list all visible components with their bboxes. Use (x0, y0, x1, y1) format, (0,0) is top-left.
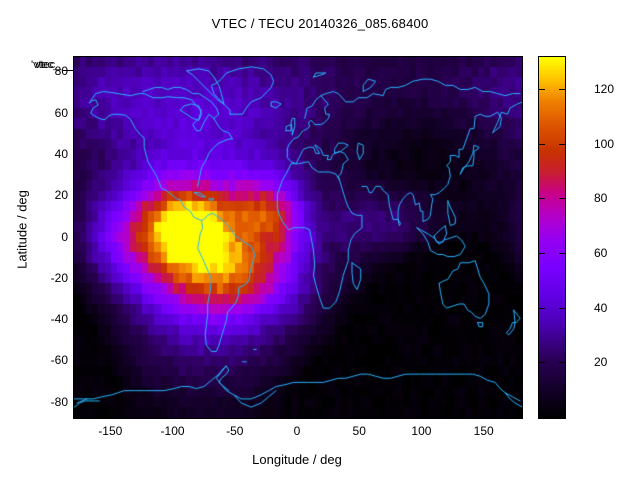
y-axis-tick-neg20: -20 (50, 270, 68, 285)
series-key-label: 'vtec_ vtec_ (31, 59, 62, 71)
x-axis-tick-0: 0 (293, 424, 301, 438)
x-axis-tick-100: 100 (411, 424, 432, 438)
colorbar-tick-80: 80 (594, 191, 608, 206)
y-axis-tick-60: 60 (54, 105, 68, 120)
x-axis-tick-neg150: -150 (98, 424, 123, 438)
colorbar-gradient (539, 57, 565, 418)
y-axis-tick-0: 0 (61, 229, 68, 244)
y-axis-tick-neg40: -40 (50, 312, 68, 326)
x-axis-title: Longitude / deg (252, 452, 342, 467)
y-axis-tick-20: 20 (54, 188, 68, 203)
colorbar-tickmark-right-100 (559, 143, 565, 145)
colorbar-tickmark-left-60 (539, 252, 545, 254)
colorbar-tick-labels: 120 100 80 60 40 20 (530, 0, 640, 480)
colorbar-tickmark-left-40 (539, 307, 545, 309)
y-axis-tick-40: 40 (54, 146, 68, 161)
x-axis-tick-neg50: -50 (226, 424, 244, 438)
y-axis-tick-labels: 80 60 40 20 0 -20 -40 -60 -80 (24, 0, 68, 480)
y-axis-tick-80: 80 (54, 64, 68, 79)
colorbar-tickmark-right-60 (559, 252, 565, 254)
colorbar-tick-20: 20 (594, 355, 608, 370)
x-axis-tick-50: 50 (352, 424, 366, 438)
coastline-overlay-layer (74, 57, 522, 418)
vtec-map-plot[interactable] (73, 56, 523, 419)
colorbar-tickmark-right-80 (559, 198, 565, 200)
colorbar-tickmark-left-120 (539, 88, 545, 90)
x-axis-tick-neg100: -100 (160, 424, 185, 438)
colorbar-tickmark-right-120 (559, 88, 565, 90)
series-key-label-overlap-text: vtec_ (35, 59, 62, 71)
colorbar-tickmark-left-80 (539, 198, 545, 200)
colorbar-tick-60: 60 (594, 245, 608, 260)
colorbar-tick-40: 40 (594, 300, 608, 315)
colorbar-tickmark-left-100 (539, 143, 545, 145)
colorbar-tick-100: 100 (594, 136, 615, 151)
colorbar-tickmark-right-20 (559, 362, 565, 364)
series-key-label-text: 'vtec_ (31, 59, 60, 71)
colorbar-tickmark-right-40 (559, 307, 565, 309)
y-axis-title: Latitude / deg (14, 190, 30, 269)
y-axis-tick-neg60: -60 (50, 353, 68, 368)
colorbar-tickmark-left-20 (539, 362, 545, 364)
series-key-line (62, 70, 74, 71)
x-axis-tick-labels: -150 -100 -50 0 50 100 150 (0, 424, 640, 444)
page-title: VTEC / TECU 20140326_085.68400 (211, 16, 429, 31)
colorbar-tick-120: 120 (594, 81, 615, 96)
colorbar[interactable] (538, 56, 566, 419)
x-axis-tick-150: 150 (473, 424, 494, 438)
y-axis-tick-neg80: -80 (50, 394, 68, 409)
